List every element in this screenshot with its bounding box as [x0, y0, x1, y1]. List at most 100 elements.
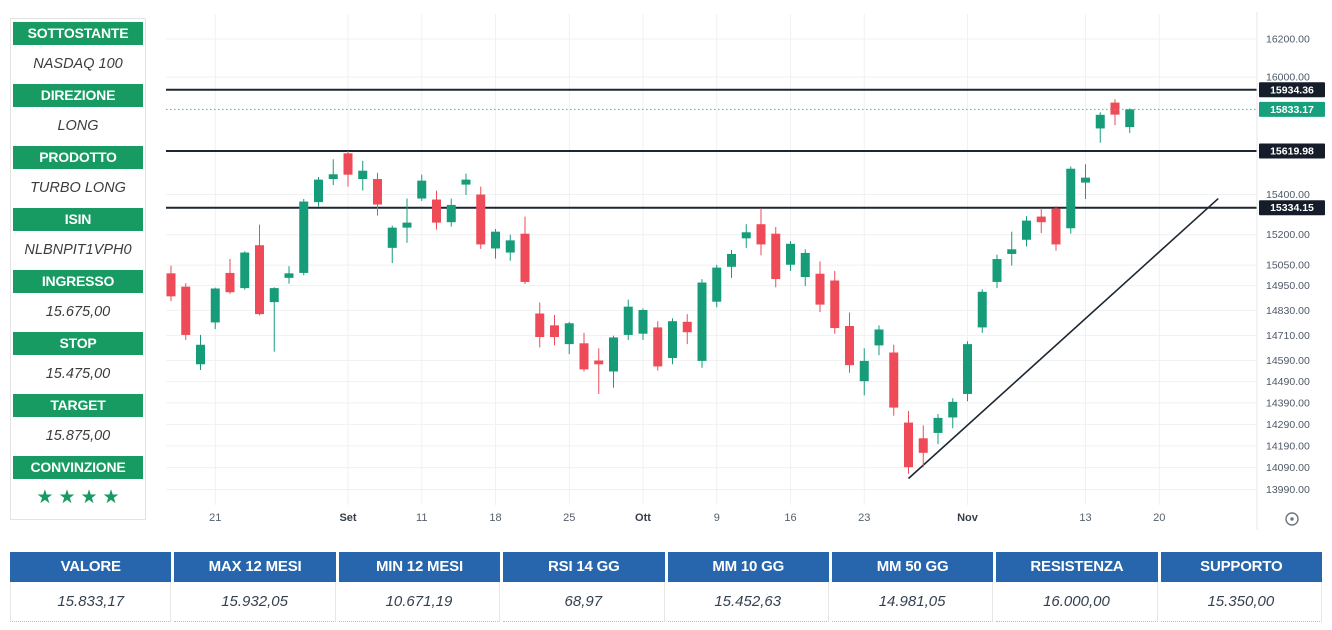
stats-table: VALORE MAX 12 MESI MIN 12 MESI RSI 14 GG MM … [10, 552, 1322, 622]
candle-body [948, 401, 958, 418]
price-level-tag-text: 15934.36 [1270, 84, 1314, 96]
candle-body [373, 179, 382, 205]
candle-body [904, 422, 913, 468]
candle-body [240, 252, 250, 289]
price-axis-tick: 14090.00 [1266, 462, 1310, 474]
time-axis-label: 20 [1153, 512, 1165, 524]
candle-body [210, 288, 220, 323]
candle-body [889, 352, 899, 408]
candle-body [623, 306, 633, 335]
panel-header-direzione: DIREZIONE [13, 84, 143, 107]
candle-body [933, 417, 943, 433]
price-axis-tick: 15400.00 [1266, 189, 1310, 201]
candle-body [1110, 102, 1120, 115]
candle-body [196, 344, 205, 365]
time-axis-label: Set [339, 512, 356, 524]
panel-header-stop: STOP [13, 332, 143, 355]
price-axis-tick: 14190.00 [1266, 440, 1310, 452]
candle-body [1022, 220, 1031, 240]
candle-body [992, 259, 1002, 282]
candle-body [977, 291, 987, 328]
time-axis-label: 9 [714, 512, 720, 524]
scroll-to-realtime-icon[interactable] [1285, 512, 1299, 526]
panel-value-sottostante: NASDAQ 100 [33, 56, 123, 72]
candle-body [432, 199, 441, 223]
candle-body [815, 273, 825, 305]
candle-body [579, 343, 589, 370]
candle-body [963, 344, 972, 394]
time-axis-label: 25 [563, 512, 575, 524]
stats-value-valore: 15.833,17 [10, 582, 172, 622]
panel-value-direzione: LONG [57, 118, 99, 134]
scroll-to-realtime-icon-dot [1290, 517, 1294, 521]
price-axis-tick: 14830.00 [1266, 305, 1310, 317]
stats-value-max-12-mesi: 15.932,05 [174, 582, 336, 622]
time-axis-label: Nov [957, 512, 979, 524]
panel-value-ingresso: 15.675,00 [45, 304, 111, 320]
candle-body [1125, 109, 1135, 128]
time-axis-label: 23 [858, 512, 870, 524]
candle-body [800, 252, 810, 278]
candle-body [284, 273, 294, 278]
panel-value-isin: NLBNPIT1VPH0 [24, 242, 132, 258]
candle-body [653, 327, 663, 367]
candle-body [1007, 249, 1017, 254]
time-axis-label: 16 [784, 512, 796, 524]
panel-header-sottostante: SOTTOSTANTE [13, 22, 143, 45]
stats-header-mm-50-gg: MM 50 GG [831, 552, 994, 582]
panel-header-target: TARGET [13, 394, 143, 417]
candle-body [299, 201, 309, 273]
candle-body [476, 194, 486, 245]
candle-body [417, 180, 427, 199]
candle-body [859, 360, 869, 382]
candle-body [446, 204, 456, 223]
time-axis-label: 18 [489, 512, 501, 524]
stats-value-resistenza: 16.000,00 [996, 582, 1158, 622]
candle-body [269, 288, 279, 303]
panel-header-isin: ISIN [13, 208, 143, 231]
candle-body [727, 253, 736, 267]
panel-value-stop: 15.475,00 [45, 366, 111, 382]
candle-body [461, 179, 471, 185]
candle-body [874, 329, 884, 346]
candle-body [520, 233, 530, 282]
price-axis-tick: 16200.00 [1266, 34, 1310, 46]
price-axis-tick: 14950.00 [1266, 280, 1310, 292]
candle-body [1036, 216, 1046, 223]
candle-body [741, 232, 751, 239]
price-level-tag-text: 15619.98 [1270, 145, 1314, 157]
price-axis-tick: 14490.00 [1266, 376, 1310, 388]
candle-body [1081, 177, 1090, 183]
candle-body [505, 240, 515, 253]
candle-body [1051, 208, 1061, 245]
candle-body [535, 313, 545, 338]
stats-header-max-12-mesi: MAX 12 MESI [174, 552, 336, 582]
stats-value-supporto: 15.350,00 [1160, 582, 1322, 622]
stats-value-mm-50-gg: 14.981,05 [831, 582, 994, 622]
trendline[interactable] [907, 197, 1219, 480]
panel-value-prodotto: TURBO LONG [30, 180, 126, 196]
stats-header-valore: VALORE [10, 552, 172, 582]
time-axis-label: 21 [209, 512, 221, 524]
stats-header-mm-10-gg: MM 10 GG [667, 552, 829, 582]
price-chart[interactable]: 16200.00 16000.00 15400.00 15200.00 15050.00… [0, 0, 1332, 548]
candle-body [594, 360, 604, 365]
price-axis-tick: 14290.00 [1266, 419, 1310, 431]
candle-body [830, 280, 840, 329]
panel-header-convinzione: CONVINZIONE [13, 456, 143, 479]
candle-body [181, 286, 191, 335]
time-axis-label: 11 [416, 512, 427, 524]
candle-body [402, 222, 412, 228]
trade-info-panel: SOTTOSTANTE NASDAQ 100 DIREZIONE LONG PRODOT… [10, 18, 146, 520]
candle-body [1066, 168, 1076, 229]
candle-body [712, 267, 722, 302]
candle-body [358, 170, 368, 180]
candle-body [255, 245, 264, 315]
candle-body [314, 179, 323, 203]
current-price-tag [1259, 101, 1325, 117]
candle-body [756, 224, 766, 245]
candle-body [786, 243, 795, 265]
candle-body [550, 325, 559, 338]
candle-body [387, 227, 397, 248]
candle-body [682, 321, 692, 333]
